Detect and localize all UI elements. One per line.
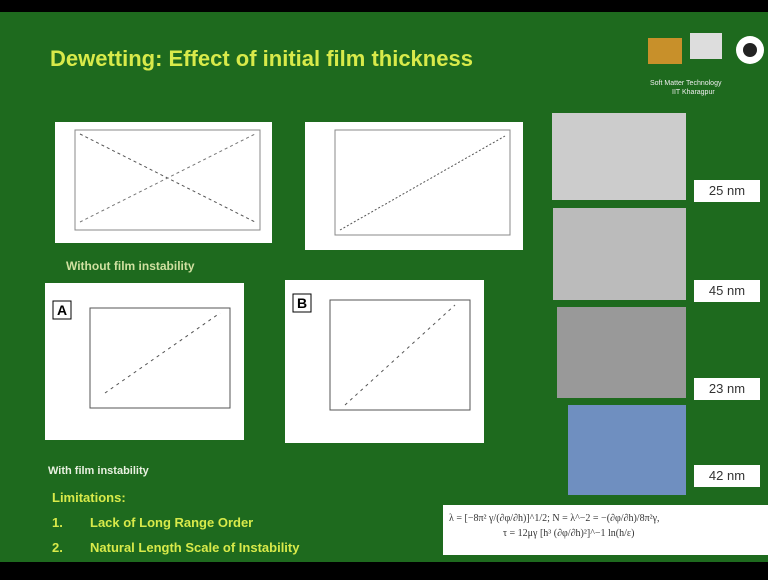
thickness-label: 42 nm (694, 465, 760, 487)
item-text: Lack of Long Range Order (90, 515, 253, 530)
plot-image (305, 122, 523, 250)
panel-label: B (297, 295, 307, 311)
formula: τ = 12μγ [h³ (∂φ/∂h)²]^−1 ln(h/ε) (443, 526, 768, 539)
micrograph (552, 113, 686, 200)
thickness-label: 25 nm (694, 180, 760, 202)
limitations-heading: Limitations: (52, 490, 126, 505)
slide: Dewetting: Effect of initial film thickn… (0, 0, 768, 580)
thickness-label: 45 nm (694, 280, 760, 302)
logo-text: Soft Matter Technology (650, 80, 721, 87)
formula-box: λ = [−8π² γ/(∂φ/∂h)]^1/2; N = λ^−2 = −(∂… (443, 505, 768, 555)
logo (640, 28, 768, 78)
item-text: Natural Length Scale of Instability (90, 540, 299, 555)
micrograph (553, 208, 686, 300)
plot-image (55, 122, 272, 243)
caption: Without film instability (66, 259, 195, 273)
logo-text: IIT Kharagpur (672, 89, 715, 96)
plot-image: B (285, 280, 484, 443)
formula: λ = [−8π² γ/(∂φ/∂h)]^1/2; N = λ^−2 = −(∂… (443, 505, 768, 526)
plot-image: A (45, 283, 244, 440)
micrograph (568, 405, 686, 495)
thickness-label: 23 nm (694, 378, 760, 400)
micrograph (557, 307, 686, 398)
title: Dewetting: Effect of initial film thickn… (50, 46, 473, 72)
item-number: 2. (52, 540, 63, 555)
caption: With film instability (48, 465, 149, 477)
item-number: 1. (52, 515, 63, 530)
panel-label: A (57, 302, 67, 318)
